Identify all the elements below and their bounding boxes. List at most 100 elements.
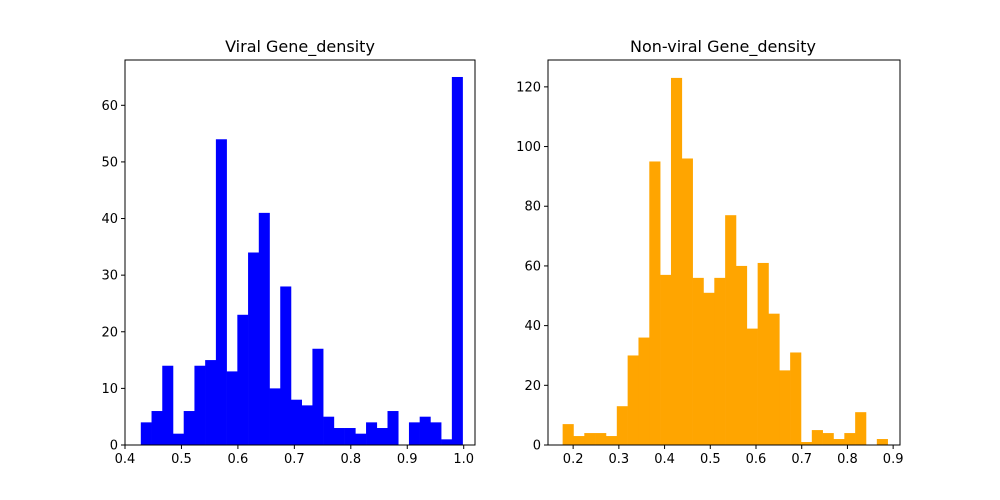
nonviral-bar (855, 412, 867, 445)
viral-bar (248, 252, 260, 445)
viral-y-tick-label: 10 (101, 382, 118, 397)
nonviral-chart-title: Non-viral Gene_density (630, 37, 816, 57)
nonviral-bar (584, 433, 596, 445)
viral-bar (323, 416, 335, 445)
nonviral-bar (714, 277, 726, 445)
viral-bar (355, 433, 367, 445)
viral-bar (366, 422, 378, 445)
viral-x-tick-label: 0.4 (115, 452, 136, 467)
nonviral-bar (616, 406, 628, 445)
viral-bar (301, 405, 313, 445)
viral-bar (258, 212, 270, 445)
viral-bar (387, 411, 399, 445)
viral-bar (237, 314, 249, 445)
nonviral-y-axis-ticks: 0 20 40 60 80 100 120 (516, 80, 548, 454)
nonviral-x-tick-label: 0.4 (654, 452, 675, 467)
nonviral-plot-frame (547, 59, 901, 446)
nonviral-y-tick-label: 120 (516, 80, 541, 95)
viral-y-tick-label: 40 (101, 212, 118, 227)
nonviral-bar (681, 158, 693, 445)
nonviral-bar (779, 370, 791, 445)
viral-bar (140, 422, 152, 445)
nonviral-bar (800, 442, 813, 445)
nonviral-bar (735, 265, 748, 445)
viral-bars (140, 76, 463, 445)
nonviral-bar (757, 262, 769, 445)
nonviral-bar (811, 430, 823, 445)
nonviral-x-tick-label: 0.7 (791, 452, 812, 467)
viral-x-tick-label: 0.6 (228, 452, 249, 467)
nonviral-y-tick-label: 60 (524, 259, 541, 274)
nonviral-y-tick-label: 0 (533, 439, 541, 454)
viral-bar (215, 139, 227, 445)
viral-y-tick-label: 0 (110, 439, 118, 454)
viral-bar (151, 411, 163, 445)
nonviral-x-tick-label: 0.6 (746, 452, 767, 467)
nonviral-bars (562, 77, 888, 445)
viral-bar (290, 399, 302, 445)
viral-chart-title: Viral Gene_density (225, 37, 375, 57)
viral-bar (408, 422, 420, 445)
nonviral-bar (562, 424, 574, 445)
viral-y-axis-ticks: 0 10 20 30 40 50 60 (101, 99, 125, 454)
nonviral-bar (692, 277, 704, 445)
nonviral-bar (725, 215, 737, 445)
nonviral-bar (605, 436, 618, 445)
viral-x-tick-label: 0.5 (171, 452, 192, 467)
viral-bar (205, 360, 217, 445)
viral-bar (162, 365, 174, 445)
nonviral-bar (746, 328, 758, 445)
viral-y-tick-label: 60 (101, 99, 118, 114)
viral-bar (451, 76, 463, 445)
viral-x-tick-label: 0.8 (340, 452, 361, 467)
viral-bar (226, 371, 238, 445)
nonviral-bar (833, 439, 845, 445)
nonviral-bar (670, 77, 683, 445)
nonviral-x-axis-ticks: 0.2 0.3 0.4 0.5 0.6 0.7 0.8 0.9 (563, 445, 904, 467)
viral-bar (344, 428, 356, 445)
viral-bar (312, 348, 324, 445)
nonviral-bar (703, 292, 715, 445)
nonviral-bar (649, 161, 661, 445)
nonviral-histogram-panel: Non-viral Gene_density 0.2 0.3 0.4 0.5 0.6 0.… (516, 37, 903, 467)
nonviral-x-tick-label: 0.2 (563, 452, 584, 467)
viral-bar (430, 422, 442, 445)
viral-bar (194, 365, 206, 445)
viral-plot-frame (124, 59, 476, 446)
viral-x-tick-label: 1.0 (453, 452, 474, 467)
viral-x-axis-ticks: 0.4 0.5 0.6 0.7 0.8 0.9 1.0 (115, 445, 474, 467)
viral-x-tick-label: 0.7 (284, 452, 305, 467)
nonviral-y-tick-label: 100 (516, 140, 541, 155)
viral-y-tick-label: 30 (101, 269, 118, 284)
viral-bar (419, 416, 431, 445)
nonviral-bar (595, 433, 607, 445)
viral-bar (183, 411, 195, 445)
viral-bar (269, 388, 281, 445)
viral-bar (376, 428, 388, 445)
nonviral-x-tick-label: 0.3 (609, 452, 630, 467)
nonviral-bar (876, 439, 888, 445)
viral-bar (333, 428, 345, 445)
viral-y-tick-label: 50 (101, 155, 118, 170)
nonviral-x-tick-label: 0.5 (700, 452, 721, 467)
nonviral-y-tick-label: 40 (524, 319, 541, 334)
viral-bar (172, 433, 185, 445)
viral-x-tick-label: 0.9 (397, 452, 418, 467)
nonviral-bar (768, 313, 780, 445)
nonviral-y-tick-label: 20 (524, 379, 541, 394)
viral-bar (280, 286, 292, 445)
nonviral-bar (822, 433, 834, 445)
viral-bar (441, 439, 453, 445)
nonviral-bar (660, 274, 672, 445)
nonviral-bar (638, 337, 650, 445)
nonviral-bar (790, 352, 802, 445)
nonviral-y-tick-label: 80 (524, 200, 541, 215)
nonviral-bar (573, 436, 585, 445)
nonviral-x-tick-label: 0.9 (883, 452, 904, 467)
nonviral-bar (844, 433, 856, 445)
viral-y-tick-label: 20 (101, 325, 118, 340)
nonviral-bar (627, 355, 639, 445)
nonviral-x-tick-label: 0.8 (837, 452, 858, 467)
viral-histogram-panel: Viral Gene_density 0.4 0.5 0.6 0.7 0.8 0.9 1.0… (101, 37, 476, 467)
